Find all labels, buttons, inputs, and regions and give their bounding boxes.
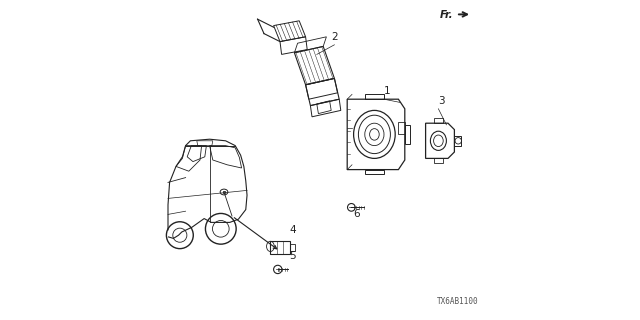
Text: 3: 3	[438, 96, 445, 106]
Text: 4: 4	[290, 225, 296, 235]
Text: 1: 1	[384, 86, 390, 96]
Text: 2: 2	[331, 32, 338, 42]
Text: 5: 5	[290, 251, 296, 261]
Text: 6: 6	[354, 209, 360, 219]
Text: Fr.: Fr.	[440, 10, 453, 20]
Text: TX6AB1100: TX6AB1100	[436, 297, 479, 306]
